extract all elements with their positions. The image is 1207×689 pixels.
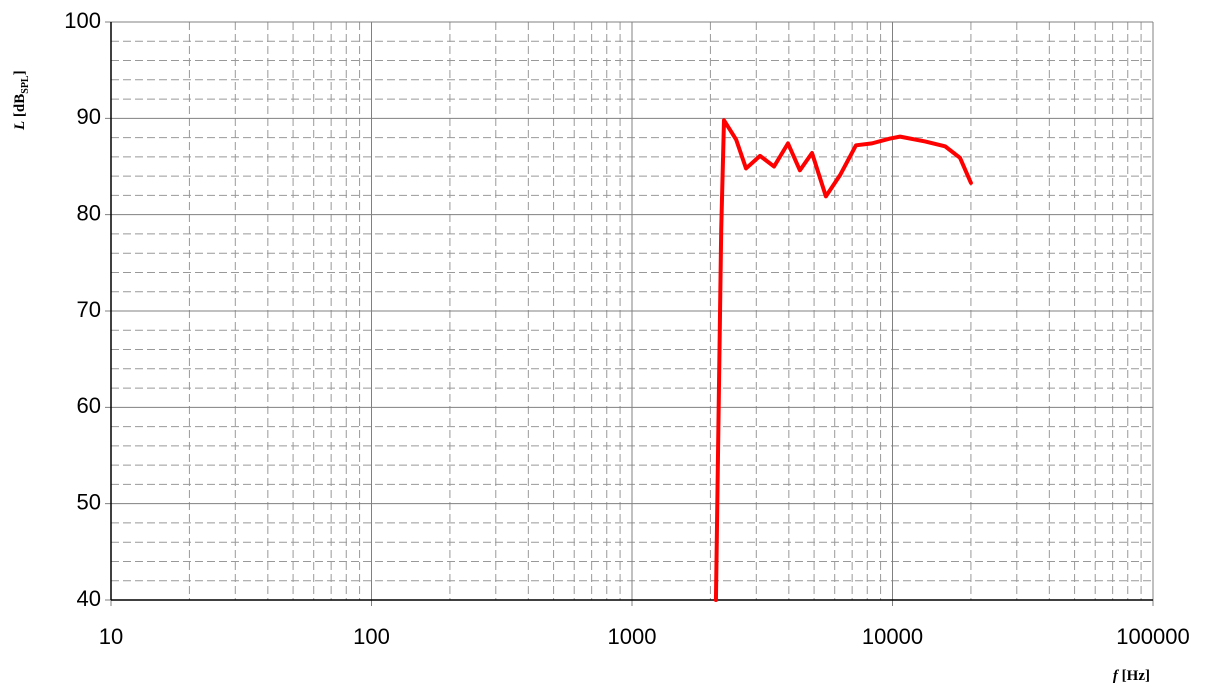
- data-line: [713, 118, 973, 602]
- y-tick-label: 50: [77, 489, 101, 514]
- y-label-unit: [dB: [12, 94, 28, 117]
- x-axis-label: f [Hz]: [1113, 668, 1150, 684]
- x-tick-label: 100: [353, 624, 390, 649]
- y-tick-label: 60: [77, 393, 101, 418]
- y-label-symbol: L: [12, 121, 28, 131]
- x-tick-label: 100000: [1116, 624, 1189, 649]
- x-label-unit: [Hz]: [1122, 668, 1150, 684]
- x-tick-label: 10000: [862, 624, 923, 649]
- y-tick-label: 80: [77, 200, 101, 225]
- y-tick-label: 100: [64, 8, 101, 33]
- y-label-end: ]: [12, 70, 28, 75]
- y-tick-label: 70: [77, 297, 101, 322]
- y-axis-label: L [dBSPL]: [12, 70, 31, 131]
- x-label-symbol: f: [1113, 668, 1120, 684]
- y-tick-label: 90: [77, 104, 101, 129]
- y-label-sub: SPL: [20, 75, 31, 94]
- x-tick-label: 10: [99, 624, 123, 649]
- x-tick-label: 1000: [608, 624, 657, 649]
- y-tick-label: 40: [77, 586, 101, 611]
